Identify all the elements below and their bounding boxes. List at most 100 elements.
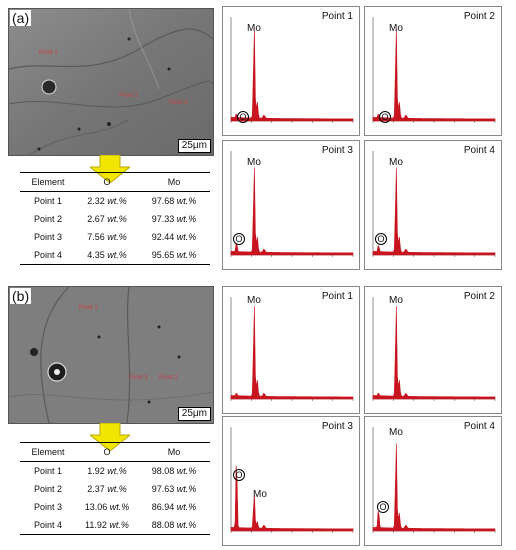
row-label: Point 3 (33, 502, 63, 512)
axes (230, 427, 353, 532)
o-value: 4.35 wt.% (76, 246, 138, 265)
mo-peak-label: Mo (389, 295, 403, 306)
table-row: Point 1 1.92 wt.% 98.08 wt.% (20, 462, 210, 481)
mo-peak-label: Mo (389, 427, 403, 438)
table-header: O (76, 442, 138, 462)
spectrum-trace (372, 167, 496, 256)
o-peak-label: O (233, 233, 245, 245)
axes (372, 427, 495, 532)
svg-text:Point 1: Point 1 (39, 50, 58, 56)
spectrum-trace (230, 28, 354, 122)
spectrum-trace (230, 465, 354, 532)
axes (230, 297, 353, 400)
spectrum-plot (372, 151, 496, 257)
o-value: 13.06 wt.% (84, 502, 130, 512)
mo-peak-label: Mo (247, 23, 261, 34)
mo-value: 86.94 wt.% (151, 502, 197, 512)
sem-image-b: Point 1 Point 3 Point 2 25μm (8, 286, 214, 424)
panel-a-label-overlay: (a) (10, 10, 32, 26)
spectrum-a4: Point 4 Mo O (364, 140, 502, 270)
mo-value: 88.08 wt.% (138, 516, 210, 535)
table-row: Point 4 4.35 wt.% 95.65 wt.% (20, 246, 210, 265)
row-label: Point 2 (33, 484, 63, 494)
scale-bar-a: 25μm (177, 139, 211, 153)
mo-value: 97.68 wt.% (151, 196, 197, 206)
o-value: 1.92 wt.% (87, 466, 127, 476)
o-value: 2.67 wt.% (87, 214, 127, 224)
spectrum-title: Point 3 (321, 421, 353, 432)
mo-value: 97.63 wt.% (151, 484, 197, 494)
mo-value: 95.65 wt.% (138, 246, 210, 265)
row-label: Point 4 (20, 516, 76, 535)
svg-text:Point 1: Point 1 (79, 305, 98, 311)
composition-table-b: Element O Mo Point 1 1.92 wt.% 98.08 wt.… (20, 442, 210, 535)
spectrum-b1: Point 1 Mo (222, 286, 360, 414)
spectrum-trace (372, 306, 496, 400)
spectrum-plot (372, 297, 496, 401)
row-label: Point 1 (33, 196, 63, 206)
table-row: Point 3 7.56 wt.% 92.44 wt.% (20, 228, 210, 246)
spectrum-plot (230, 297, 354, 401)
table-row: Point 2 2.67 wt.% 97.33 wt.% (20, 210, 210, 228)
table-row: Point 3 13.06 wt.% 86.94 wt.% (20, 498, 210, 516)
o-peak-label: O (379, 111, 391, 123)
panel-b-label: (b) (10, 288, 32, 304)
spectrum-trace (372, 28, 496, 122)
o-value: 7.56 wt.% (87, 232, 127, 242)
o-value: 2.37 wt.% (87, 484, 127, 494)
svg-text:Point 3: Point 3 (119, 93, 138, 99)
mo-peak-label: Mo (389, 157, 403, 168)
o-value: 11.92 wt.% (76, 516, 138, 535)
o-peak-label: O (377, 501, 389, 513)
spectrum-title: Point 3 (321, 145, 353, 156)
spectrum-plot (372, 427, 496, 533)
table-header: O (76, 172, 138, 192)
scale-bar-b: 25μm (177, 407, 211, 421)
svg-text:Point 2: Point 2 (169, 100, 188, 106)
spectrum-title: Point 2 (463, 11, 495, 22)
mo-peak-label: Mo (389, 23, 403, 34)
spectrum-b4: Point 4 Mo O (364, 416, 502, 546)
table-header: Element (20, 172, 76, 192)
row-label: Point 4 (20, 246, 76, 265)
spectrum-title: Point 1 (321, 291, 353, 302)
spectrum-title: Point 2 (463, 291, 495, 302)
spectrum-trace (230, 167, 354, 256)
table-row: Point 4 11.92 wt.% 88.08 wt.% (20, 516, 210, 535)
mo-peak-label: Mo (247, 157, 261, 168)
mo-value: 98.08 wt.% (151, 466, 197, 476)
row-label: Point 1 (33, 466, 63, 476)
svg-text:Point 2: Point 2 (159, 375, 178, 381)
spectrum-b2: Point 2 Mo (364, 286, 502, 414)
spectrum-trace (372, 443, 496, 532)
spectrum-trace (230, 306, 354, 400)
table-header: Mo (138, 172, 210, 192)
axes (372, 297, 495, 400)
mo-value: 92.44 wt.% (151, 232, 197, 242)
svg-text:Point 3: Point 3 (129, 375, 148, 381)
o-value: 2.32 wt.% (87, 196, 127, 206)
spectrum-a1: Point 1 Mo O (222, 6, 360, 136)
spectrum-a3: Point 3 Mo O (222, 140, 360, 270)
spectrum-plot (230, 151, 354, 257)
spectrum-b3: Point 3 Mo O (222, 416, 360, 546)
composition-table-a: Element O Mo Point 1 2.32 wt.% 97.68 wt.… (20, 172, 210, 265)
spectrum-title: Point 4 (463, 145, 495, 156)
o-peak-label: O (233, 469, 245, 481)
table-row: Point 2 2.37 wt.% 97.63 wt.% (20, 480, 210, 498)
spectrum-title: Point 4 (463, 421, 495, 432)
row-label: Point 3 (33, 232, 63, 242)
table-header: Mo (138, 442, 210, 462)
mo-value: 97.33 wt.% (151, 214, 197, 224)
spectrum-plot (230, 17, 354, 123)
row-label: Point 2 (33, 214, 63, 224)
o-peak-label: O (237, 111, 249, 123)
spectrum-a2: Point 2 Mo O (364, 6, 502, 136)
mo-peak-label: Mo (247, 295, 261, 306)
table-row: Point 1 2.32 wt.% 97.68 wt.% (20, 192, 210, 211)
mo-peak-label: Mo (253, 489, 267, 500)
spectrum-plot (372, 17, 496, 123)
sem-image-a: Point 1 Point 3 Point 2 25μm (8, 8, 214, 156)
spectrum-plot (230, 427, 354, 533)
spectrum-title: Point 1 (321, 11, 353, 22)
